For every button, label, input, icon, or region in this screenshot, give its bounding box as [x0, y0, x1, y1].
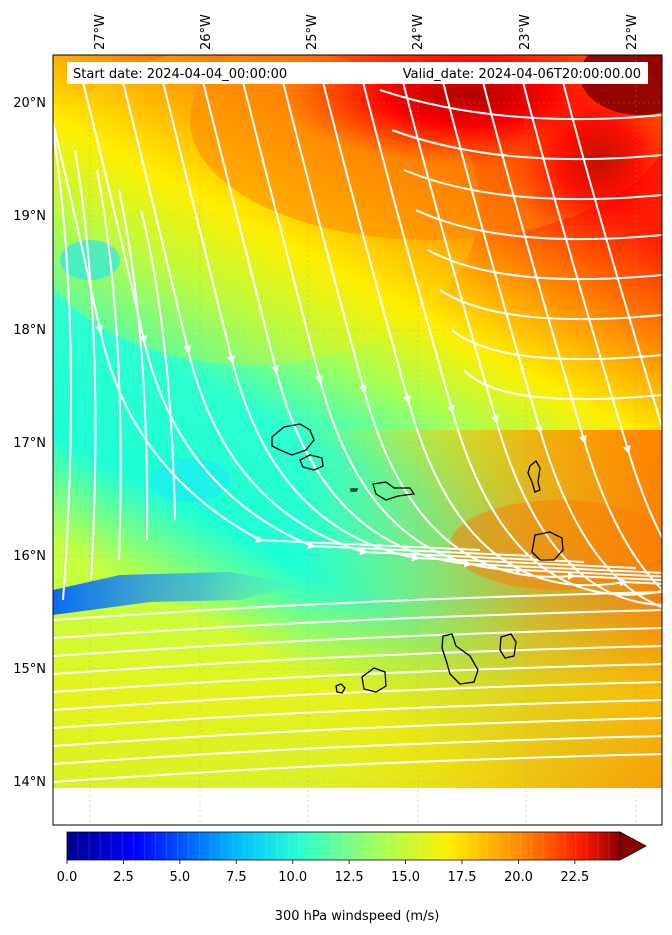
island-maio: [499, 633, 517, 659]
start-date-label: Start date: 2024-04-04_00:00:00: [73, 67, 287, 82]
island-coastlines: [271, 423, 564, 694]
streamline: [140, 209, 176, 521]
island-sao-nicolau: [372, 481, 416, 501]
streamline: [53, 699, 662, 729]
latitude-labels: 20°N 19°N 18°N 17°N 16°N 15°N 14°N: [13, 96, 46, 790]
streamline: [53, 717, 662, 747]
streamline: [391, 129, 662, 161]
lon-label: 24°W: [411, 14, 426, 50]
lat-label: 17°N: [13, 436, 46, 451]
colorbar-tick-label: 17.5: [448, 870, 477, 885]
streamline: [53, 681, 662, 711]
streamline: [463, 369, 662, 401]
colorbar-tick-label: 2.5: [113, 870, 134, 885]
no-data-area: [53, 788, 662, 825]
streamline: [559, 69, 662, 431]
streamline: [427, 249, 662, 281]
streamline: [118, 189, 149, 541]
lat-label: 19°N: [13, 209, 46, 224]
streamline: [53, 735, 662, 765]
map-frame: [52, 54, 663, 826]
lat-label: 15°N: [13, 662, 46, 677]
colorbar-extend-arrow: [619, 831, 647, 861]
streamline: [74, 149, 97, 581]
streamline: [439, 69, 662, 609]
streamline: [96, 169, 122, 561]
streamline: [519, 69, 662, 617]
lon-label: 27°W: [93, 14, 108, 50]
wind-streamlines: [53, 69, 662, 783]
lat-label: 14°N: [13, 775, 46, 790]
valid-date-label: Valid_date: 2024-04-06T20:00:00.00: [403, 67, 641, 82]
colorbar-tick-label: 0.0: [57, 870, 78, 885]
lat-label: 18°N: [13, 323, 46, 338]
colorbar-tick-label: 7.5: [226, 870, 247, 885]
colorbar-outline: [66, 831, 620, 861]
lat-label: 20°N: [13, 96, 46, 111]
streamline: [53, 645, 662, 675]
island-fogo: [361, 667, 387, 693]
streamline: [53, 753, 662, 783]
island-santiago: [441, 633, 479, 685]
streamline: [53, 663, 662, 693]
colorbar-gradient: [67, 832, 620, 860]
streamline: [439, 289, 662, 321]
colorbar-tick-label: 12.5: [335, 870, 364, 885]
streamline: [53, 609, 662, 639]
streamline: [53, 627, 662, 657]
lon-label: 23°W: [518, 14, 533, 50]
streamline: [53, 129, 72, 601]
colorbar-tick-label: 22.5: [560, 870, 589, 885]
streamline: [379, 89, 662, 121]
island-boa-vista: [531, 531, 564, 561]
island-santo-antao: [271, 423, 315, 456]
colorbar: 0.0 2.5 5.0 7.5 10.0 12.5 15.0 17.5 20.0 22.5 300…: [57, 831, 647, 924]
island-santa-luzia: [350, 488, 359, 492]
lon-label: 25°W: [305, 14, 320, 50]
streamline: [415, 209, 662, 241]
streamline: [451, 329, 662, 361]
colorbar-bands: [77, 832, 610, 860]
streamline: [479, 69, 662, 611]
island-brava: [335, 683, 346, 694]
island-sao-vicente: [299, 454, 324, 471]
longitude-labels: 27°W 26°W 25°W 24°W 23°W 22°W: [93, 14, 640, 50]
colorbar-ticks: 0.0 2.5 5.0 7.5 10.0 12.5 15.0 17.5 20.0 22.5: [57, 860, 589, 885]
colorbar-tick-label: 5.0: [170, 870, 191, 885]
colorbar-label: 300 hPa windspeed (m/s): [275, 909, 440, 924]
colorbar-tick-label: 20.0: [504, 870, 533, 885]
streamline: [403, 169, 662, 201]
lat-label: 16°N: [13, 549, 46, 564]
lon-label: 26°W: [199, 14, 214, 50]
lon-label: 22°W: [625, 14, 640, 50]
island-sal: [527, 460, 541, 493]
date-label-box: [67, 62, 648, 84]
colorbar-tick-label: 10.0: [278, 870, 307, 885]
colorbar-tick-label: 15.0: [391, 870, 420, 885]
streamline: [53, 591, 662, 621]
